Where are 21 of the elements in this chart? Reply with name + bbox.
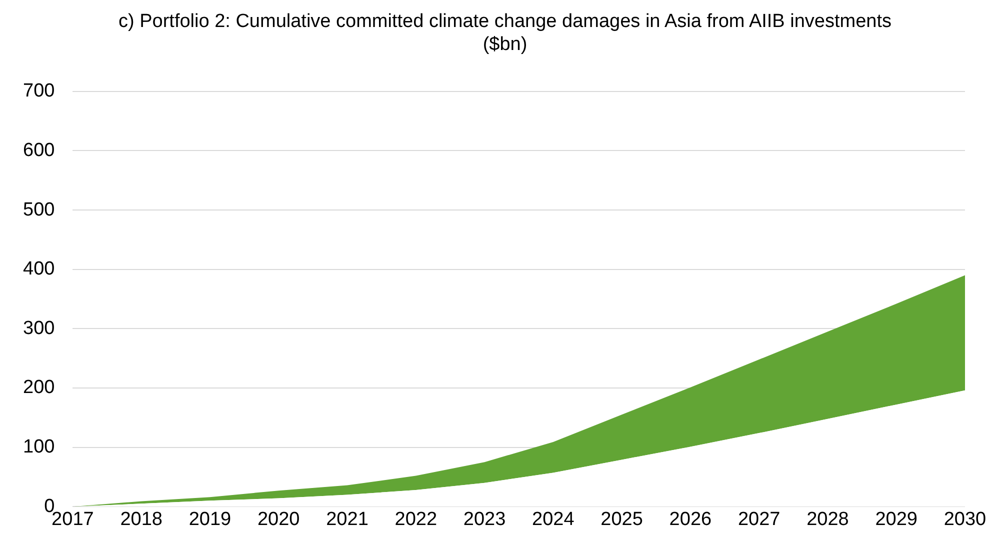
- y-tick-label: 700: [23, 80, 55, 102]
- y-tick-label: 500: [23, 199, 55, 220]
- x-tick-label: 2030: [944, 509, 986, 530]
- y-tick-label: 100: [23, 436, 55, 458]
- y-tick-label: 400: [23, 258, 55, 280]
- x-tick-label: 2023: [463, 509, 506, 530]
- x-tick-label: 2029: [875, 509, 918, 530]
- x-tick-label: 2028: [806, 509, 849, 530]
- x-tick-label: 2024: [532, 509, 575, 530]
- x-tick-label: 2022: [394, 509, 438, 530]
- x-tick-label: 2025: [600, 509, 643, 530]
- x-tick-label: 2020: [257, 509, 300, 530]
- x-tick-label: 2021: [326, 509, 368, 530]
- y-tick-label: 300: [23, 318, 55, 339]
- chart-title: c) Portfolio 2: Cumulative committed climate change damages in Asia from AIIB investments ($bn): [118, 10, 892, 57]
- y-tick-label: 200: [23, 377, 55, 398]
- x-tick-label: 2019: [188, 509, 232, 530]
- x-tick-label: 2026: [669, 509, 712, 530]
- x-tick-label: 2027: [738, 509, 780, 530]
- x-tick-label: 2018: [120, 509, 162, 530]
- y-tick-label: 600: [23, 140, 55, 161]
